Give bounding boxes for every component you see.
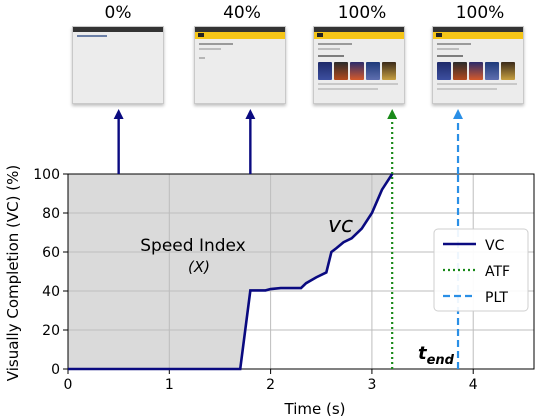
page-thumbnail-full — [432, 26, 524, 104]
thumbnail-label-0: 0% — [104, 3, 132, 23]
speed-index-label: Speed Index — [140, 236, 246, 256]
legend-label-atf: ATF — [485, 264, 510, 280]
x-tick-label: 2 — [266, 377, 275, 393]
y-tick-label: 60 — [42, 245, 60, 261]
plot-frame — [67, 173, 535, 370]
thumbnail-label-2: 100% — [337, 3, 387, 23]
x-tick-label: 3 — [367, 377, 376, 393]
page-thumbnail-full — [313, 26, 405, 104]
legend-box — [433, 228, 529, 312]
legend: VC ATF PLT — [433, 228, 529, 312]
x-tick-label: 0 — [64, 377, 73, 393]
y-tick-label: 20 — [42, 323, 60, 339]
x-tick-label: 1 — [165, 377, 174, 393]
y-tick-label: 100 — [33, 167, 60, 183]
x-tick-label: 4 — [469, 377, 478, 393]
t-end-label: tend — [418, 343, 455, 368]
legend-label-plt: PLT — [485, 290, 508, 306]
y-axis-ticks: 0 20 40 60 80 100 — [33, 167, 68, 378]
y-tick-label: 0 — [51, 362, 60, 378]
y-tick-label: 40 — [42, 284, 60, 300]
legend-label-vc: VC — [485, 238, 505, 254]
page-thumbnail-partial — [194, 26, 286, 104]
x-axis-ticks: 0 1 2 3 4 — [64, 369, 478, 393]
x-axis-label: Time (s) — [284, 400, 346, 418]
y-tick-label: 80 — [42, 206, 60, 222]
y-axis-label: Visually Completion (VC) (%) — [4, 165, 22, 381]
speed-index-symbol: (X) — [188, 258, 210, 276]
gridlines — [67, 173, 534, 370]
thumbnail-arrows — [113, 109, 464, 174]
page-thumbnail-blank — [72, 26, 164, 104]
vc-curve-label: vc — [328, 213, 353, 238]
vc-curve — [68, 173, 394, 371]
thumbnail-label-1: 40% — [223, 3, 261, 23]
thumbnail-label-3: 100% — [455, 3, 505, 23]
speed-index-area — [68, 174, 393, 369]
